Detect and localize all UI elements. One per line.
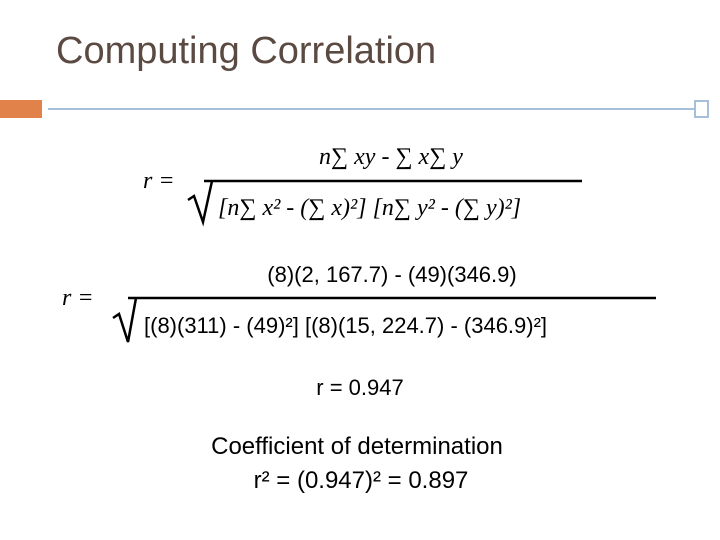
accent-bar [0,100,42,118]
sqrt-sign [112,297,138,343]
substitution-denominator: [(8)(311) - (49)²] [(8)(15, 224.7) - (34… [144,313,548,338]
substitution-numerator: (8)(2, 167.7) - (49)(346.9) [267,262,517,287]
substitution-lhs: r = [62,285,94,311]
formula-lhs: r = [143,168,175,194]
determination-label: Coefficient of determination [211,433,503,460]
sqrt-sign [187,180,214,227]
rule-end [694,100,709,118]
determination-formula: r² = (0.947)² = 0.897 [253,467,469,494]
formula-numerator: n∑ xy - ∑ x∑ y [319,144,463,170]
result: r = 0.947 [316,375,404,400]
formula-denominator: [n∑ x² - (∑ x)²] [n∑ y² - (∑ y)²] [218,195,522,221]
slide-title: Computing Correlation [56,30,437,72]
